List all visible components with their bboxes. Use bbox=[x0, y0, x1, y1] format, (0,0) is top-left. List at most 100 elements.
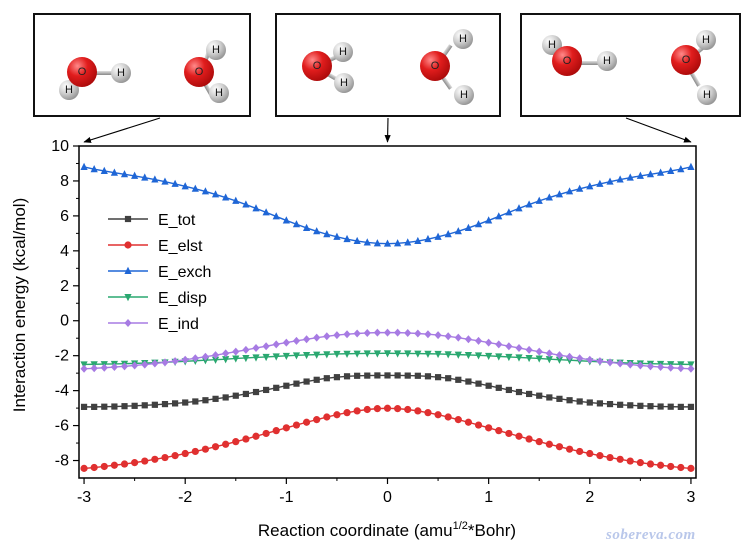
data-point bbox=[232, 196, 240, 204]
data-point bbox=[323, 351, 331, 359]
series-e-disp bbox=[80, 350, 695, 369]
data-point bbox=[191, 447, 199, 456]
y-tick-label: -2 bbox=[55, 348, 69, 365]
data-point bbox=[434, 411, 442, 419]
data-point bbox=[505, 429, 513, 438]
data-point bbox=[474, 352, 483, 360]
data-point bbox=[161, 400, 169, 408]
data-point bbox=[617, 401, 624, 408]
data-point bbox=[252, 388, 260, 396]
data-point bbox=[333, 350, 341, 359]
data-point bbox=[333, 374, 341, 381]
y-tick-label: -4 bbox=[55, 383, 69, 400]
data-point bbox=[627, 402, 634, 409]
data-point bbox=[80, 464, 88, 472]
data-point bbox=[475, 380, 482, 387]
data-point bbox=[616, 175, 624, 183]
geometry-panel-right: H O H O H H bbox=[520, 13, 741, 117]
data-point bbox=[182, 399, 189, 406]
data-point bbox=[586, 355, 594, 364]
data-point bbox=[373, 405, 381, 413]
data-point bbox=[404, 328, 412, 337]
oxygen-atom: O bbox=[420, 51, 450, 81]
data-point bbox=[495, 384, 502, 391]
data-point bbox=[131, 459, 139, 467]
data-point bbox=[181, 355, 189, 364]
data-point bbox=[555, 356, 564, 364]
data-point bbox=[363, 405, 371, 414]
data-point bbox=[343, 373, 351, 380]
data-point bbox=[667, 462, 675, 471]
data-point bbox=[464, 335, 473, 344]
data-point bbox=[677, 165, 685, 173]
data-point bbox=[515, 204, 523, 212]
data-point bbox=[120, 460, 129, 468]
data-point bbox=[616, 359, 624, 368]
series-e-ind bbox=[80, 328, 695, 373]
data-point bbox=[616, 455, 624, 463]
data-point bbox=[343, 409, 351, 417]
hydrogen-atom: H bbox=[453, 29, 473, 49]
data-point bbox=[495, 427, 503, 435]
data-point bbox=[263, 386, 270, 394]
data-point bbox=[535, 196, 543, 204]
data-point bbox=[353, 236, 361, 245]
x-tick-label: -1 bbox=[279, 489, 293, 506]
data-point bbox=[515, 432, 523, 440]
data-point bbox=[110, 168, 119, 176]
data-point bbox=[576, 447, 584, 456]
hydrogen-atom: H bbox=[206, 40, 226, 60]
data-point bbox=[545, 440, 553, 448]
x-tick-label: -2 bbox=[178, 489, 192, 506]
data-point bbox=[232, 392, 239, 399]
legend-label: E_elst bbox=[158, 238, 203, 255]
data-point bbox=[232, 347, 240, 356]
data-point bbox=[647, 403, 654, 410]
data-point bbox=[292, 421, 301, 429]
data-point bbox=[555, 443, 564, 451]
data-point bbox=[292, 336, 301, 345]
data-point bbox=[80, 162, 88, 170]
watermark: sobereva.com bbox=[606, 527, 696, 543]
data-point bbox=[293, 380, 300, 387]
data-point bbox=[555, 190, 564, 198]
data-point bbox=[151, 359, 159, 368]
data-point bbox=[515, 388, 523, 396]
legend-marker bbox=[124, 266, 132, 274]
data-point bbox=[222, 356, 230, 364]
geometry-panel-middle: O H H O H H bbox=[275, 13, 501, 117]
data-point bbox=[414, 236, 422, 245]
data-point bbox=[242, 354, 250, 363]
data-point bbox=[536, 392, 543, 399]
data-point bbox=[546, 394, 553, 401]
legend-marker bbox=[124, 319, 132, 327]
data-point bbox=[151, 455, 159, 463]
data-point bbox=[262, 342, 270, 351]
data-point bbox=[414, 329, 422, 338]
data-point bbox=[383, 328, 392, 337]
data-point bbox=[626, 457, 634, 465]
data-point bbox=[505, 342, 513, 351]
panel-arrow bbox=[83, 117, 161, 143]
data-point bbox=[100, 462, 108, 471]
data-point bbox=[171, 179, 179, 187]
data-point bbox=[656, 461, 665, 469]
data-point bbox=[383, 350, 392, 358]
data-point bbox=[525, 345, 533, 354]
data-point bbox=[434, 331, 442, 340]
data-point bbox=[454, 351, 462, 359]
data-point bbox=[354, 372, 361, 379]
data-point bbox=[302, 223, 311, 231]
data-point bbox=[687, 162, 695, 170]
data-point bbox=[282, 352, 290, 361]
data-point bbox=[262, 208, 270, 216]
data-point bbox=[687, 464, 695, 472]
data-point bbox=[302, 351, 311, 360]
data-point bbox=[282, 424, 290, 432]
data-point bbox=[181, 182, 189, 190]
data-point bbox=[626, 173, 634, 181]
data-point bbox=[120, 170, 129, 178]
data-point bbox=[383, 404, 392, 412]
data-point bbox=[374, 372, 381, 379]
data-point bbox=[424, 330, 432, 339]
